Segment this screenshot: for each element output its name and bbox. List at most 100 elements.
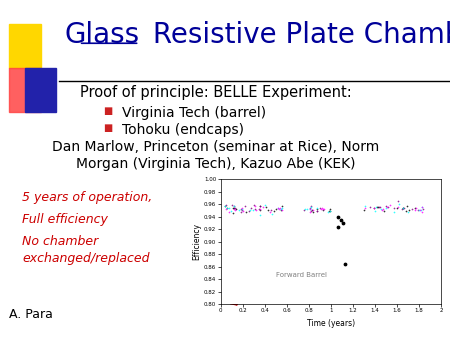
Point	[237, 206, 244, 211]
Point	[395, 199, 402, 204]
Point	[248, 205, 255, 210]
Text: Proof of principle: BELLE Experiment:: Proof of principle: BELLE Experiment:	[80, 84, 352, 99]
Point	[374, 205, 381, 210]
Point	[400, 205, 407, 211]
FancyBboxPatch shape	[25, 68, 56, 112]
Point	[306, 209, 314, 214]
Point	[384, 204, 391, 210]
Point	[370, 205, 378, 210]
Point	[377, 207, 384, 212]
Point	[307, 204, 315, 210]
Point	[417, 207, 424, 213]
Point	[301, 207, 308, 213]
Point	[306, 206, 313, 212]
Point	[278, 206, 285, 211]
Point	[327, 209, 334, 214]
Point	[229, 210, 236, 216]
Point	[314, 206, 321, 212]
Point	[382, 204, 390, 209]
Point	[238, 207, 245, 212]
Point	[313, 208, 320, 214]
Point	[326, 209, 333, 214]
Point	[272, 207, 279, 212]
Point	[246, 209, 253, 214]
Text: ■: ■	[104, 123, 112, 134]
Point	[412, 206, 419, 211]
Point	[335, 214, 342, 219]
Point	[275, 205, 282, 211]
Point	[379, 206, 387, 212]
Point	[326, 206, 333, 212]
Point	[395, 201, 402, 207]
Point	[362, 204, 369, 209]
Point	[238, 206, 246, 211]
Point	[256, 206, 263, 211]
Point	[337, 217, 344, 222]
Point	[419, 207, 427, 212]
Point	[233, 207, 240, 212]
Point	[335, 224, 342, 230]
Point	[393, 206, 400, 211]
Point	[274, 205, 281, 211]
Point	[243, 210, 250, 215]
Point	[229, 205, 236, 210]
Point	[339, 220, 346, 226]
Point	[403, 204, 410, 209]
Point	[417, 207, 424, 213]
Point	[308, 203, 315, 209]
Point	[267, 208, 274, 213]
Point	[250, 207, 257, 213]
Point	[405, 208, 413, 213]
Point	[256, 203, 263, 209]
Point	[409, 207, 416, 212]
Point	[309, 208, 316, 213]
Point	[412, 205, 419, 210]
Point	[225, 209, 232, 215]
Point	[324, 210, 332, 215]
Point	[306, 206, 314, 211]
Point	[231, 207, 238, 212]
Text: ■: ■	[104, 106, 112, 117]
Point	[304, 206, 311, 211]
Point	[261, 202, 268, 208]
Point	[242, 203, 249, 209]
Point	[256, 212, 264, 218]
Point	[326, 208, 333, 214]
Point	[230, 204, 237, 209]
Point	[260, 204, 267, 210]
Point	[277, 205, 284, 211]
Point	[316, 205, 324, 210]
Point	[252, 206, 259, 212]
Text: 5 years of operation,: 5 years of operation,	[22, 191, 153, 204]
Point	[366, 205, 373, 210]
Point	[222, 203, 229, 209]
Point	[251, 202, 258, 208]
Point	[390, 209, 397, 215]
Point	[264, 207, 271, 212]
Point	[400, 205, 407, 210]
Point	[314, 209, 321, 214]
Point	[270, 208, 277, 213]
Text: A. Para: A. Para	[9, 308, 53, 321]
Point	[319, 208, 326, 213]
Text: Resistive Plate Chambers: Resistive Plate Chambers	[144, 22, 450, 49]
Point	[378, 207, 385, 213]
Point	[383, 204, 391, 210]
Point	[310, 208, 317, 213]
Point	[232, 205, 239, 210]
Point	[256, 208, 263, 213]
Point	[246, 207, 253, 213]
Point	[239, 208, 247, 213]
Point	[418, 204, 425, 210]
Point	[391, 206, 398, 211]
Point	[370, 206, 377, 211]
Point	[318, 206, 325, 211]
Point	[253, 208, 260, 213]
Point	[279, 207, 286, 212]
Point	[412, 207, 419, 213]
Point	[418, 210, 426, 215]
Point	[404, 209, 411, 214]
Text: Virginia Tech (barrel): Virginia Tech (barrel)	[122, 106, 266, 120]
Point	[399, 206, 406, 211]
Point	[394, 204, 401, 210]
